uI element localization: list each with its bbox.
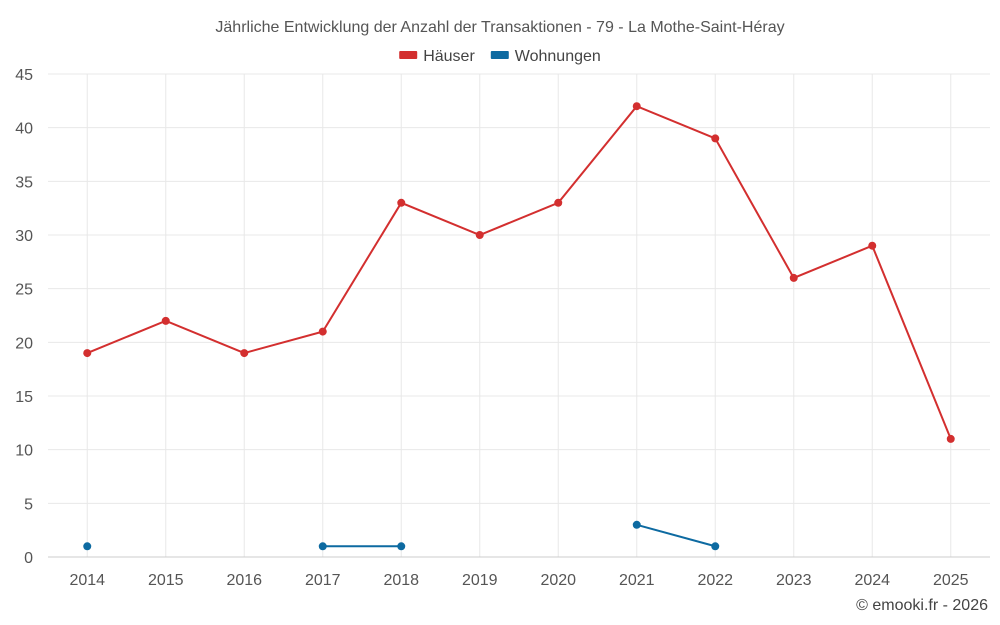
- y-tick-label: 10: [15, 443, 33, 460]
- y-tick-label: 40: [15, 121, 33, 138]
- data-point[interactable]: [789, 273, 798, 282]
- y-tick-label: 30: [15, 228, 33, 245]
- x-tick-label: 2019: [462, 572, 498, 589]
- y-tick-label: 5: [24, 496, 33, 513]
- data-point[interactable]: [946, 434, 955, 443]
- x-axis: 2014 2015 2016 2017 2018 2019 2020 2021 2022 2023…: [69, 572, 968, 589]
- legend: Häuser Wohnungen: [399, 48, 601, 65]
- credit-text: © emooki.fr - 2026: [856, 597, 988, 614]
- data-point[interactable]: [711, 134, 720, 143]
- data-point[interactable]: [318, 327, 327, 336]
- data-point[interactable]: [240, 349, 249, 358]
- data-point[interactable]: [711, 542, 720, 551]
- x-tick-label: 2015: [148, 572, 184, 589]
- data-point[interactable]: [161, 316, 170, 325]
- data-point[interactable]: [475, 231, 484, 239]
- data-point[interactable]: [868, 241, 877, 250]
- x-tick-label: 2014: [69, 572, 105, 589]
- y-axis: 0 5 10 15 20 25 30 35 40 45: [15, 67, 33, 567]
- y-tick-label: 15: [15, 389, 33, 406]
- chart-title: Jährliche Entwicklung der Anzahl der Tra…: [215, 19, 784, 36]
- data-point[interactable]: [554, 198, 563, 207]
- data-point[interactable]: [83, 542, 92, 551]
- y-tick-label: 25: [15, 282, 33, 299]
- x-tick-label: 2017: [305, 572, 341, 589]
- data-point[interactable]: [318, 542, 327, 551]
- x-tick-label: 2020: [540, 572, 576, 589]
- x-tick-label: 2021: [619, 572, 655, 589]
- legend-label: Wohnungen: [515, 48, 601, 65]
- x-tick-label: 2018: [383, 572, 419, 589]
- series-0: [83, 102, 955, 443]
- x-tick-label: 2023: [776, 572, 812, 589]
- series-line: [636, 523, 716, 548]
- y-tick-label: 35: [15, 174, 33, 191]
- y-tick-label: 0: [24, 550, 33, 567]
- y-tick-label: 20: [15, 335, 33, 352]
- legend-swatch[interactable]: [490, 51, 509, 59]
- legend-swatch[interactable]: [399, 51, 418, 59]
- data-point[interactable]: [83, 349, 92, 358]
- series-group: [83, 102, 955, 551]
- legend-label: Häuser: [423, 48, 475, 65]
- series-1: [83, 520, 720, 551]
- data-point[interactable]: [632, 520, 641, 529]
- x-tick-label: 2022: [697, 572, 733, 589]
- grid: [48, 73, 990, 558]
- x-tick-label: 2016: [226, 572, 262, 589]
- data-point[interactable]: [397, 198, 406, 207]
- data-point[interactable]: [632, 102, 641, 111]
- x-tick-label: 2024: [854, 572, 890, 589]
- data-point[interactable]: [397, 542, 406, 551]
- series-line: [86, 104, 952, 440]
- y-tick-label: 45: [15, 67, 33, 84]
- x-tick-label: 2025: [933, 572, 969, 589]
